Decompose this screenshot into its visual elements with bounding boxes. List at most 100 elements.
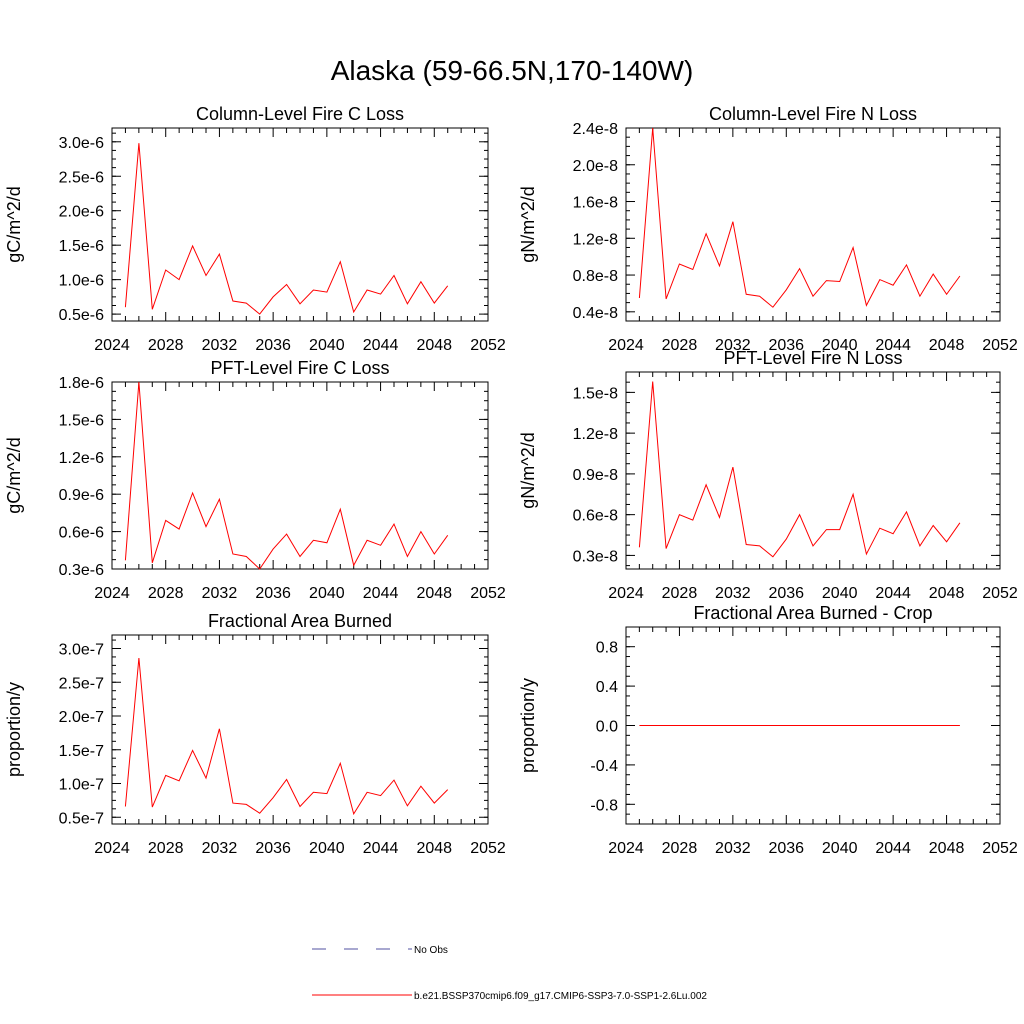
y-tick-label: 0.8 xyxy=(596,640,618,657)
x-tick-label: 2048 xyxy=(929,337,965,354)
x-tick-label: 2044 xyxy=(875,585,911,602)
y-tick-label: 1.2e-8 xyxy=(573,231,618,248)
y-tick-label: 0.0 xyxy=(596,719,618,736)
panel-3: PFT-Level Fire C Loss gC/m^2/d 2024 2028 203… xyxy=(4,358,506,602)
series-line xyxy=(638,381,961,558)
panel-title: Column-Level Fire N Loss xyxy=(709,104,917,124)
y-tick-label: 0.5e-7 xyxy=(59,810,104,827)
x-tick-label: 2052 xyxy=(982,585,1018,602)
x-tick-label: 2028 xyxy=(148,840,184,857)
y-tick-label: 0.4e-8 xyxy=(573,305,618,322)
x-tick-label: 2040 xyxy=(822,840,858,857)
x-tick-label: 2028 xyxy=(148,337,184,354)
x-tick-label: 2040 xyxy=(309,585,345,602)
y-tick-label: 0.3e-6 xyxy=(59,562,104,579)
x-tick-label: 2048 xyxy=(929,840,965,857)
plot-frame xyxy=(111,634,489,825)
series-line xyxy=(124,657,449,816)
panel-4: PFT-Level Fire N Loss gN/m^2/d 2024 2028 203… xyxy=(518,348,1018,602)
y-tick-label: 0.6e-6 xyxy=(59,525,104,542)
x-tick-label: 2032 xyxy=(202,337,238,354)
x-tick-label: 2044 xyxy=(875,840,911,857)
x-tick-label: 2028 xyxy=(662,337,698,354)
x-tick-label: 2036 xyxy=(768,840,804,857)
y-tick-label: 0.8e-8 xyxy=(573,268,618,285)
series-line xyxy=(124,381,449,570)
y-tick-label: 1.0e-6 xyxy=(59,273,104,290)
x-tick-label: 2024 xyxy=(94,840,130,857)
y-tick-label: 3.0e-6 xyxy=(59,135,104,152)
y-tick-label: -0.8 xyxy=(590,797,618,814)
panel-1: Column-Level Fire C Loss gC/m^2/d 2024 2028… xyxy=(4,104,506,354)
panel-title: PFT-Level Fire N Loss xyxy=(723,348,902,368)
y-tick-label: 2.5e-6 xyxy=(59,169,104,186)
y-axis-label: gC/m^2/d xyxy=(4,437,24,513)
x-tick-label: 2036 xyxy=(255,337,291,354)
series-line xyxy=(638,127,961,308)
x-tick-label: 2048 xyxy=(416,840,452,857)
legend: No Obs b.e21.BSSP370cmip6.f09_g17.CMIP6-… xyxy=(312,945,707,1002)
y-tick-label: 2.0e-7 xyxy=(59,709,104,726)
x-tick-label: 2048 xyxy=(416,337,452,354)
x-tick-label: 2048 xyxy=(416,585,452,602)
x-tick-label: 2044 xyxy=(363,840,399,857)
x-tick-label: 2052 xyxy=(982,840,1018,857)
y-tick-label: 0.3e-8 xyxy=(573,548,618,565)
x-tick-label: 2040 xyxy=(822,337,858,354)
y-tick-label: 2.0e-6 xyxy=(59,204,104,221)
plot-frame xyxy=(111,381,489,570)
legend-model-label: b.e21.BSSP370cmip6.f09_g17.CMIP6-SSP3-7.… xyxy=(414,991,707,1002)
y-tick-label: 1.2e-6 xyxy=(59,450,104,467)
y-tick-label: 2.5e-7 xyxy=(59,675,104,692)
legend-obs-label: No Obs xyxy=(414,945,448,956)
x-tick-label: 2024 xyxy=(608,337,644,354)
y-axis-label: gC/m^2/d xyxy=(4,186,24,262)
y-tick-label: 1.5e-6 xyxy=(59,238,104,255)
panel-6: Fractional Area Burned - Crop proportion/… xyxy=(518,603,1018,857)
y-tick-label: 3.0e-7 xyxy=(59,642,104,659)
panel-2: Column-Level Fire N Loss gN/m^2/d 2024 2028… xyxy=(518,104,1018,354)
panel-title: Fractional Area Burned xyxy=(208,611,392,631)
x-tick-label: 2036 xyxy=(255,585,291,602)
y-tick-label: 2.0e-8 xyxy=(573,158,618,175)
x-tick-label: 2036 xyxy=(768,337,804,354)
x-tick-label: 2028 xyxy=(662,585,698,602)
y-tick-label: 0.6e-8 xyxy=(573,508,618,525)
x-tick-label: 2024 xyxy=(608,840,644,857)
y-axis-label: proportion/y xyxy=(4,682,24,777)
y-tick-label: 1.2e-8 xyxy=(573,426,618,443)
x-tick-label: 2024 xyxy=(94,337,130,354)
plot-frame xyxy=(111,127,489,322)
y-tick-label: 1.8e-6 xyxy=(59,375,104,392)
x-tick-label: 2044 xyxy=(875,337,911,354)
x-tick-label: 2040 xyxy=(822,585,858,602)
y-tick-label: 0.5e-6 xyxy=(59,307,104,324)
x-tick-label: 2052 xyxy=(982,337,1018,354)
x-tick-label: 2036 xyxy=(768,585,804,602)
y-tick-label: 1.5e-8 xyxy=(573,385,618,402)
y-tick-label: 1.6e-8 xyxy=(573,195,618,212)
x-tick-label: 2052 xyxy=(470,585,506,602)
x-tick-label: 2048 xyxy=(929,585,965,602)
x-tick-label: 2052 xyxy=(470,840,506,857)
x-tick-label: 2032 xyxy=(202,840,238,857)
plot-frame xyxy=(625,127,1001,322)
y-tick-label: 0.4 xyxy=(596,679,618,696)
panel-5: Fractional Area Burned proportion/y 2024 20… xyxy=(4,611,506,857)
x-tick-label: 2044 xyxy=(363,337,399,354)
x-tick-label: 2032 xyxy=(202,585,238,602)
y-axis-label: gN/m^2/d xyxy=(518,432,538,508)
y-tick-label: 0.9e-8 xyxy=(573,467,618,484)
x-tick-label: 2052 xyxy=(470,337,506,354)
panel-title: Column-Level Fire C Loss xyxy=(196,104,404,124)
x-tick-label: 2044 xyxy=(363,585,399,602)
x-tick-label: 2036 xyxy=(255,840,291,857)
y-tick-label: 1.0e-7 xyxy=(59,777,104,794)
plot-frame xyxy=(625,371,1001,570)
x-tick-label: 2024 xyxy=(94,585,130,602)
x-tick-label: 2040 xyxy=(309,840,345,857)
x-tick-label: 2032 xyxy=(715,585,751,602)
y-tick-label: 1.5e-6 xyxy=(59,412,104,429)
x-tick-label: 2040 xyxy=(309,337,345,354)
